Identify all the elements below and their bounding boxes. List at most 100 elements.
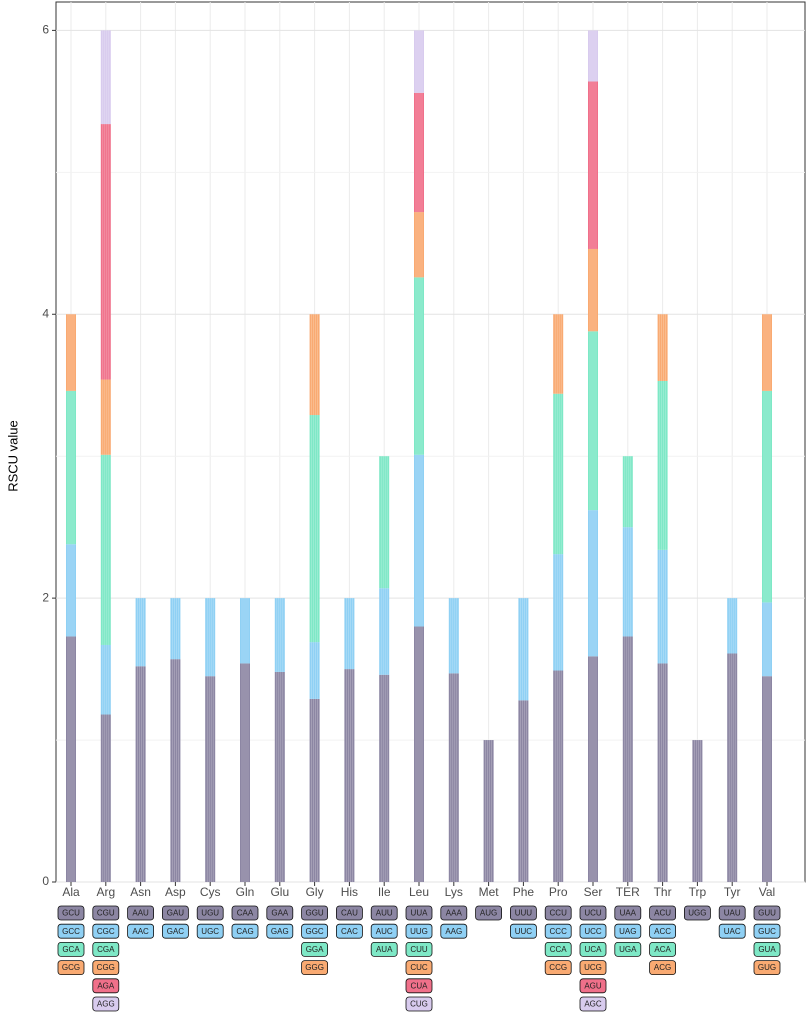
- y-tick-label: 2: [42, 590, 49, 604]
- codon-box: [196, 905, 224, 921]
- codon-label: UGU: [201, 909, 219, 918]
- codon-box: [57, 905, 85, 921]
- bar-segment: [414, 454, 424, 627]
- codon-box: [301, 960, 329, 975]
- codon-box: [405, 942, 433, 957]
- bar-segment: [622, 527, 633, 637]
- codon-label: CAA: [237, 909, 254, 918]
- codon-box: [127, 923, 154, 939]
- codon-label: GGC: [305, 927, 323, 936]
- x-tick-label: Ile: [378, 885, 391, 899]
- codon-box: [475, 905, 503, 921]
- codon-label: GCC: [62, 927, 80, 936]
- codon-box: [57, 942, 85, 957]
- codon-box: [405, 960, 433, 975]
- bar-segment: [622, 636, 633, 882]
- codon-box: [684, 905, 711, 921]
- codon-label: UCU: [584, 909, 602, 918]
- codon-label: AUG: [480, 909, 497, 918]
- codon-box: [127, 905, 154, 921]
- codon-label: CAC: [341, 927, 358, 936]
- codon-label: ACA: [654, 945, 671, 954]
- bar-segment: [588, 510, 598, 657]
- bar-segment: [205, 676, 216, 882]
- bar-segment: [483, 740, 494, 882]
- codon-label: UAG: [619, 927, 636, 936]
- codon-box: [649, 923, 676, 939]
- codon-label: GCG: [62, 963, 80, 972]
- codon-label: CGA: [97, 945, 115, 954]
- y-tick-label: 4: [42, 306, 49, 320]
- codon-box: [335, 905, 363, 921]
- x-tick-label: His: [341, 885, 358, 899]
- bar-segment: [414, 92, 424, 213]
- codon-label: CGC: [97, 927, 115, 936]
- codon-label: ACG: [654, 963, 671, 972]
- codon-label: UUG: [410, 927, 428, 936]
- codon-box: [649, 905, 676, 921]
- codon-label: AAC: [132, 927, 149, 936]
- bar-segment: [762, 676, 772, 882]
- bar-segment: [657, 380, 668, 550]
- bar-segment: [240, 598, 250, 664]
- x-tick-label: Lys: [445, 885, 463, 899]
- codon-label: GGG: [305, 963, 324, 972]
- codon-label: GAU: [167, 909, 185, 918]
- bar-segment: [553, 314, 564, 394]
- bar-segment: [762, 602, 772, 677]
- bar-segment: [240, 663, 250, 882]
- bar-segment: [657, 549, 668, 664]
- codon-box: [92, 960, 120, 975]
- bar-segment: [657, 314, 668, 381]
- codon-box: [266, 905, 294, 921]
- bar-segment: [379, 588, 390, 675]
- bar-segment: [692, 740, 703, 882]
- bar-segment: [588, 81, 598, 249]
- codon-box: [718, 923, 746, 939]
- bar-segment: [100, 454, 111, 645]
- bar-segment: [553, 393, 564, 555]
- x-tick-label: Cys: [200, 885, 221, 899]
- bar-segment: [414, 277, 424, 455]
- codon-label: GGU: [305, 909, 323, 918]
- x-tick-label: Trp: [689, 885, 707, 899]
- codon-box: [753, 905, 781, 921]
- codon-box: [753, 942, 781, 957]
- x-tick-label: Ala: [62, 885, 80, 899]
- bar-segment: [379, 456, 390, 589]
- codon-label: CCA: [550, 945, 568, 954]
- codon-label: CUU: [410, 945, 428, 954]
- codon-label: GAC: [167, 927, 185, 936]
- codon-box: [509, 923, 537, 939]
- codon-box: [509, 905, 537, 921]
- codon-label: CGG: [97, 963, 115, 972]
- codon-box: [405, 923, 433, 939]
- bar-segment: [100, 714, 111, 882]
- codon-label: UGC: [201, 927, 219, 936]
- bar-segment: [100, 30, 111, 125]
- x-tick-label: Gln: [236, 885, 255, 899]
- codon-box: [405, 978, 433, 994]
- codon-box: [301, 942, 329, 957]
- bar-segment: [588, 30, 598, 82]
- codon-label: CUC: [410, 963, 428, 972]
- x-tick-label: Asp: [165, 885, 186, 899]
- codon-box: [440, 923, 468, 939]
- codon-label: GUG: [758, 963, 776, 972]
- bar-segment: [170, 598, 181, 660]
- codon-label: AGC: [584, 1000, 602, 1009]
- codon-label: UCG: [584, 963, 602, 972]
- bar-segment: [66, 636, 76, 882]
- codon-label: UAU: [724, 909, 741, 918]
- codon-box: [614, 923, 642, 939]
- codon-label: GGA: [306, 945, 324, 954]
- codon-label: GCU: [62, 909, 80, 918]
- bar-segment: [762, 390, 772, 603]
- codon-box: [57, 960, 85, 975]
- bar-segment: [205, 598, 216, 677]
- bar-segment: [622, 456, 633, 528]
- codon-label: ACC: [654, 927, 671, 936]
- bar-segment: [657, 663, 668, 882]
- y-axis-label: RSCU value: [5, 420, 20, 492]
- bar-segment: [66, 390, 76, 545]
